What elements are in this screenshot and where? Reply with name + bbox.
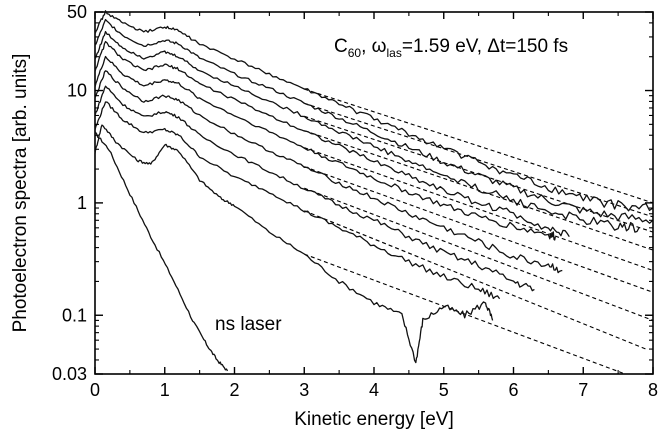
annotation-middle: =1.59 eV,: [402, 36, 487, 57]
y-tick-label: 0.1: [62, 305, 87, 325]
x-tick-label: 7: [578, 380, 588, 400]
x-tick-label: 1: [160, 380, 170, 400]
spectrum-3: [94, 101, 501, 300]
annotation-omega: ω: [372, 36, 387, 57]
fit-line-9: [304, 88, 654, 204]
spectrum-8: [94, 30, 640, 233]
spectrum-9: [94, 18, 654, 224]
y-axis-label: Photoelectron spectra [arb. units]: [10, 54, 31, 333]
conditions-annotation: C60, ωlas=1.59 eV, Δt=150 fs: [334, 36, 568, 60]
x-tick-label: 3: [299, 380, 309, 400]
annotation-prefix: C: [334, 36, 348, 57]
spectrum-10: [94, 10, 654, 212]
annotation-delta: Δt=150 fs: [487, 36, 568, 57]
fit-line-4: [304, 166, 654, 293]
spectrum-7: [94, 40, 570, 238]
x-tick-label: 5: [439, 380, 449, 400]
x-axis-label: Kinetic energy [eV]: [294, 409, 453, 430]
fit-line-5: [304, 147, 654, 272]
spectrum-4: [94, 85, 535, 292]
ns-laser-label: ns laser: [215, 314, 282, 335]
axis-ticks: 0 1 2 3 4 5 6 7 8 0.03 0.1 1 10 50: [52, 2, 658, 400]
annotation-omega-sub: las: [387, 46, 402, 60]
spectrum-6: [94, 55, 556, 241]
spectrum-5: [94, 70, 563, 274]
fit-line-2: [304, 210, 647, 350]
x-tick-label: 0: [90, 380, 100, 400]
spectrum-2: [94, 124, 494, 364]
x-tick-label: 2: [229, 380, 239, 400]
y-tick-label: 10: [67, 81, 87, 101]
x-tick-label: 8: [648, 380, 658, 400]
x-tick-label: 6: [508, 380, 518, 400]
fit-line-7: [304, 115, 654, 233]
annotation-prefix-sub: 60: [348, 46, 362, 60]
fit-line-3: [304, 187, 654, 321]
spectrum-1: [94, 131, 229, 372]
y-tick-label: 50: [67, 2, 87, 22]
fit-line-1: [304, 253, 626, 375]
spectra-series: [94, 10, 654, 372]
y-tick-label: 0.03: [52, 364, 87, 384]
annotation-comma: ,: [361, 36, 372, 57]
y-tick-label: 1: [77, 193, 87, 213]
fit-line-8: [304, 102, 654, 218]
x-tick-label: 4: [369, 380, 379, 400]
